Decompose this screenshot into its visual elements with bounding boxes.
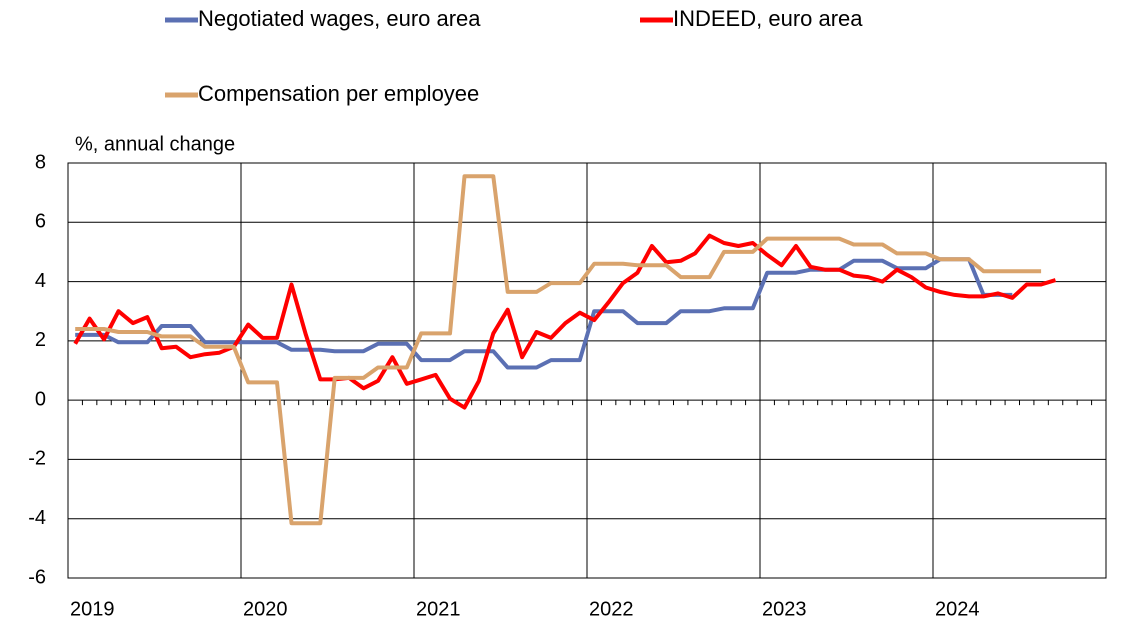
y-tick-label: -4: [28, 507, 46, 529]
series-line: [75, 174, 1042, 526]
series-line: [75, 257, 1013, 370]
y-tick-label: 4: [35, 270, 46, 292]
y-tick-label: -2: [28, 448, 46, 470]
x-tick-label: 2022: [589, 598, 634, 620]
legend-label: INDEED, euro area: [673, 6, 863, 31]
x-tick-label: 2019: [70, 598, 115, 620]
y-tick-label: 2: [35, 329, 46, 351]
y-tick-label: 0: [35, 388, 46, 410]
y-tick-label: 6: [35, 211, 46, 233]
y-tick-label: -6: [28, 566, 46, 588]
x-tick-label: 2020: [243, 598, 288, 620]
x-tick-label: 2023: [762, 598, 807, 620]
y-tick-label: 8: [35, 151, 46, 173]
series-line: [73, 233, 1057, 410]
legend-label: Negotiated wages, euro area: [198, 6, 481, 31]
x-tick-label: 2021: [416, 598, 461, 620]
x-tick-label: 2024: [935, 598, 980, 620]
legend-label: Compensation per employee: [198, 81, 479, 106]
y-axis-label: %, annual change: [75, 133, 235, 155]
plot-frame: [67, 162, 1107, 579]
